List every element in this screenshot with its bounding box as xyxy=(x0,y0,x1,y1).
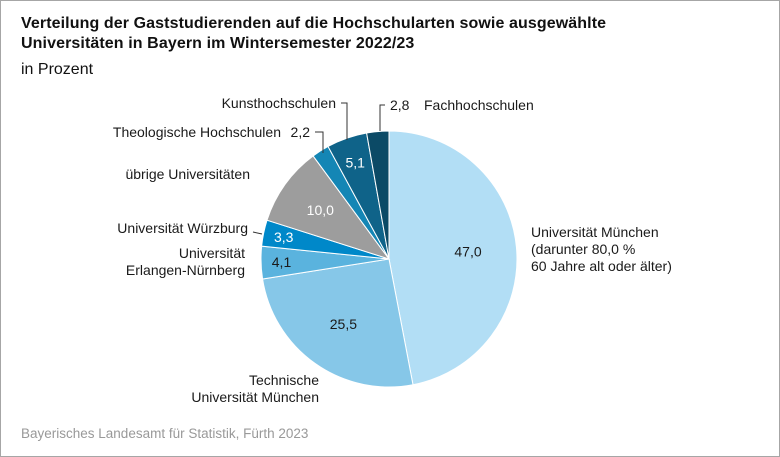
slice-label-line: Technische xyxy=(249,372,319,388)
slice-label-line: 60 Jahre alt oder älter) xyxy=(531,258,672,274)
chart-title-line-1: Verteilung der Gaststudierenden auf die … xyxy=(21,15,607,32)
slice-label-kunsthochschulen: Kunsthochschulen xyxy=(222,95,336,111)
chart-title: Verteilung der Gaststudierenden auf die … xyxy=(21,14,606,54)
leader-line-wuerzburg xyxy=(252,231,263,235)
slice-label-line: Universität München xyxy=(531,224,659,240)
slice-label-line: Universität München xyxy=(191,389,319,405)
slice-label-line: (darunter 80,0 % xyxy=(531,241,635,257)
slice-label-line: übrige Universitäten xyxy=(125,166,250,182)
slice-label-uebrige-universitaeten: übrige Universitäten xyxy=(125,166,250,182)
leader-line-theologische-hochschulen xyxy=(315,131,324,153)
leader-line-fachhochschulen xyxy=(379,104,385,131)
slice-label-technische-universitaet-muenchen: Technische Universität München xyxy=(191,372,319,405)
slice-value-theologische-hochschulen: 2,2 xyxy=(291,124,311,140)
pie-slice-uebrige-universitaeten xyxy=(266,155,391,260)
slice-value-labels: 47,0 25,5 4,1 3,3 10,0 2,2 5,1 2,8 xyxy=(272,97,482,332)
pie-slices xyxy=(260,130,518,388)
slice-label-universitaet-erlangen-nuernberg: Universität Erlangen-Nürnberg xyxy=(126,245,245,278)
slice-value-kunsthochschulen: 5,1 xyxy=(345,154,365,170)
slice-value-uebrige-universitaeten: 10,0 xyxy=(307,202,334,218)
leader-line-kunsthochschulen xyxy=(341,102,348,140)
slice-label-universitaet-wuerzburg: Universität Würzburg xyxy=(117,220,248,236)
chart-title-line-2: Universitäten in Bayern im Wintersemeste… xyxy=(21,35,415,52)
pie-slice-technische-universitaet-muenchen xyxy=(262,258,414,388)
chart-subtitle: in Prozent xyxy=(21,61,94,78)
pie-slice-universitaet-muenchen xyxy=(388,130,518,386)
pie-slice-fachhochschulen xyxy=(366,130,390,260)
slice-value-fachhochschulen: 2,8 xyxy=(390,97,410,113)
slice-label-line: Universität Würzburg xyxy=(117,220,248,236)
slice-category-labels: Universität München (darunter 80,0 % 60 Ja… xyxy=(113,95,672,405)
slice-label-universitaet-muenchen: Universität München (darunter 80,0 % 60 Ja… xyxy=(531,224,672,274)
leader-lines xyxy=(252,102,385,235)
slice-label-line: Fachhochschulen xyxy=(424,97,534,113)
source-note: Bayerisches Landesamt für Statistik, Für… xyxy=(21,426,309,441)
slice-label-theologische-hochschulen: Theologische Hochschulen xyxy=(113,124,281,140)
slice-value-technische-universitaet-muenchen: 25,5 xyxy=(330,316,357,332)
slice-value-universitaet-wuerzburg: 3,3 xyxy=(274,229,294,245)
slice-value-universitaet-erlangen-nuernberg: 4,1 xyxy=(272,254,292,270)
slice-value-universitaet-muenchen: 47,0 xyxy=(454,244,481,260)
slice-label-line: Erlangen-Nürnberg xyxy=(126,262,245,278)
slice-label-line: Theologische Hochschulen xyxy=(113,124,281,140)
slice-label-line: Kunsthochschulen xyxy=(222,95,336,111)
slice-label-fachhochschulen: Fachhochschulen xyxy=(424,97,534,113)
slice-label-line: Universität xyxy=(179,245,245,261)
